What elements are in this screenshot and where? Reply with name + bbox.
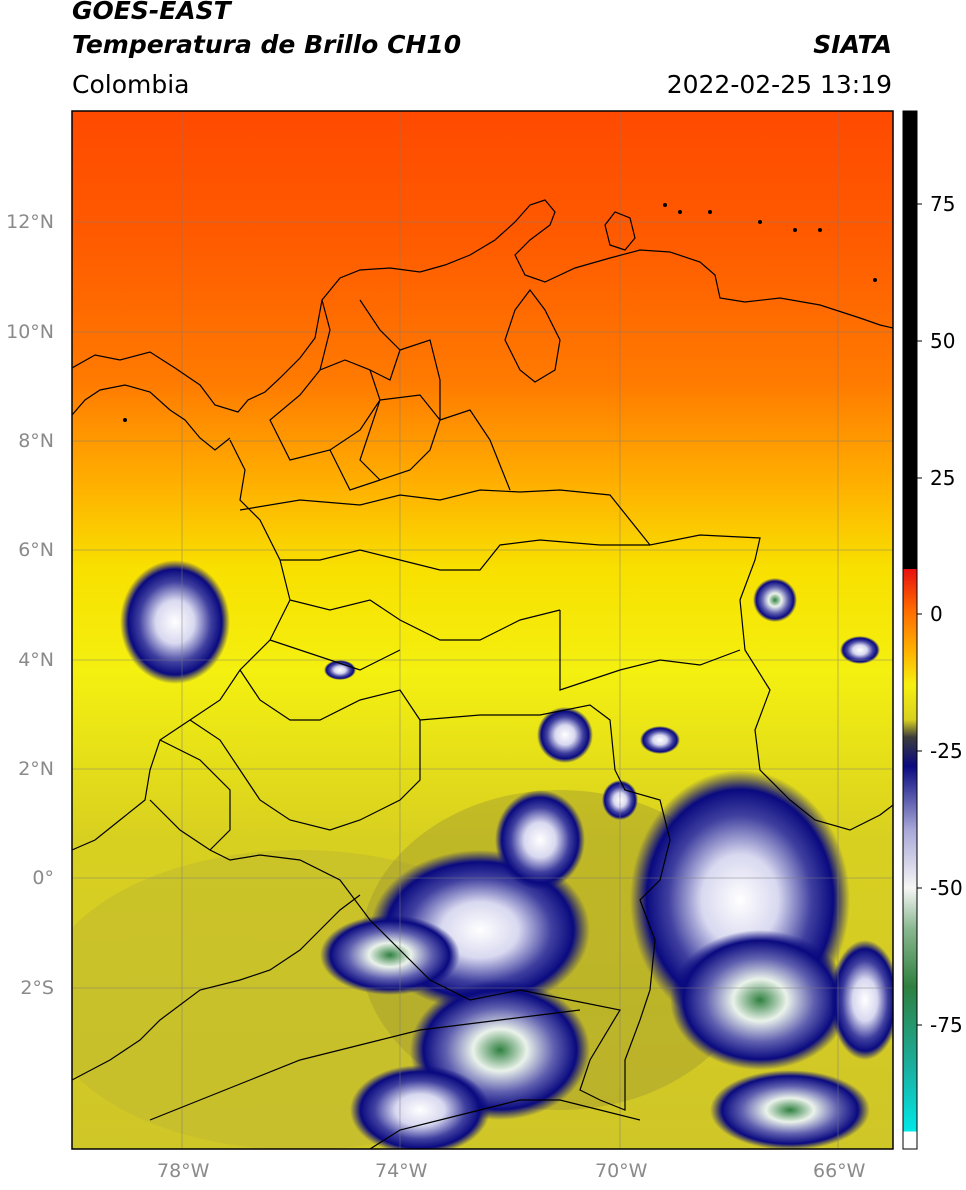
colorbar-tick-neg25: -25 — [930, 739, 963, 763]
brightness-temperature-field — [72, 111, 893, 1149]
satellite-title: GOES-EAST — [72, 0, 231, 25]
lon-label-66w: 66°W — [813, 1160, 866, 1182]
lon-label-70w: 70°W — [595, 1160, 648, 1182]
colorbar — [902, 110, 922, 1150]
colorbar-tick-25: 25 — [930, 466, 956, 490]
lat-label-12n: 12°N — [6, 211, 54, 233]
colorbar-black-segment — [903, 111, 917, 569]
lon-label-78w: 78°W — [157, 1160, 210, 1182]
colorbar-frame — [902, 110, 918, 1150]
map-frame — [71, 110, 894, 1150]
colorbar-tick-neg50: -50 — [930, 876, 963, 900]
lat-label-10n: 10°N — [6, 321, 54, 343]
colorbar-gradient — [903, 569, 917, 1149]
source-label: SIATA — [813, 30, 892, 59]
coastlines-borders — [72, 199, 893, 1149]
datetime-label: 2022-02-25 13:19 — [666, 70, 892, 99]
lon-label-74w: 74°W — [375, 1160, 428, 1182]
lat-label-2n: 2°N — [18, 758, 54, 780]
colorbar-tick-50: 50 — [930, 329, 956, 353]
colorbar-tick-75: 75 — [930, 192, 956, 216]
lat-label-2s: 2°S — [20, 977, 54, 999]
lat-label-4n: 4°N — [18, 649, 54, 671]
colorbar-tick-0: 0 — [930, 602, 943, 626]
lat-label-0: 0° — [32, 867, 54, 889]
colorbar-tick-neg75: -75 — [930, 1013, 963, 1037]
islands — [123, 203, 877, 422]
lat-label-6n: 6°N — [18, 539, 54, 561]
region-label: Colombia — [72, 70, 190, 99]
product-title: Temperatura de Brillo CH10 — [72, 30, 462, 59]
lat-label-8n: 8°N — [18, 430, 54, 452]
